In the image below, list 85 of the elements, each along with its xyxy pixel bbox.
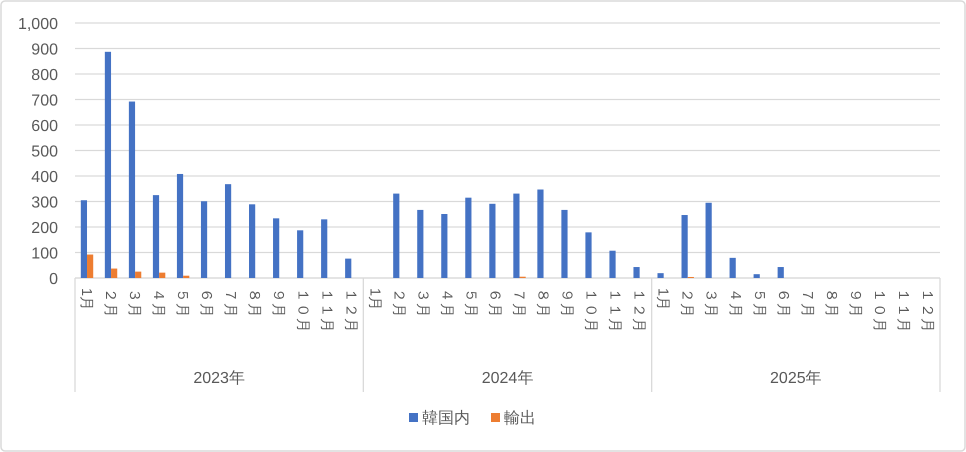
bar (80, 200, 88, 278)
x-tick-label: ４月 (726, 288, 743, 318)
text: 2025年 (770, 370, 822, 387)
x-tick-label: ３月 (414, 288, 430, 318)
x-tick-label: ７月 (222, 288, 238, 318)
bar (111, 268, 118, 278)
x-tick-label: １２月 (918, 288, 935, 333)
x-tick-label: ８月 (822, 288, 839, 318)
x-tick-label: １０月 (870, 288, 887, 333)
bar (465, 198, 472, 278)
x-tick-label: ５月 (174, 288, 190, 318)
bar (754, 274, 760, 278)
bar (345, 258, 352, 278)
x-tick-label: ９月 (846, 288, 863, 318)
y-tick-label: 900 (31, 42, 58, 58)
bar (152, 195, 160, 278)
x-tick-label: 1月 (78, 288, 94, 312)
y-tick-label: 600 (31, 118, 58, 135)
y-tick-label: 800 (31, 67, 58, 84)
bar (441, 214, 448, 278)
bar (561, 210, 568, 278)
bar (297, 230, 304, 278)
y-tick-label: 400 (31, 169, 58, 186)
x-tick-label: ６月 (486, 288, 502, 318)
bar (778, 267, 784, 278)
bar (87, 254, 94, 278)
x-tick-label: ９月 (558, 288, 575, 318)
y-tick-label: 0 (49, 271, 58, 288)
x-tick-label: １２月 (630, 288, 647, 333)
x-tick-label: ３月 (702, 288, 719, 318)
text: 2024年 (482, 370, 534, 387)
x-tick-label: ５月 (462, 288, 478, 318)
x-tick-label: ７月 (798, 288, 815, 318)
y-tick-label: 700 (31, 92, 58, 110)
bar (393, 194, 400, 278)
bar (321, 219, 328, 278)
bar (176, 174, 184, 278)
bar (273, 218, 280, 278)
y-tick-label: 300 (31, 194, 58, 212)
legend-label: 輸出 (504, 409, 536, 427)
x-tick-label: １０月 (294, 288, 310, 333)
bar (609, 250, 616, 278)
x-tick-label: １１月 (318, 288, 334, 333)
x-tick-label: 1月 (654, 288, 671, 312)
bar (135, 272, 142, 278)
x-tick-label: ４月 (438, 288, 454, 318)
bar (513, 194, 520, 278)
x-tick-label: ２月 (390, 288, 406, 318)
y-tick-label: 1,000 (18, 16, 58, 33)
x-tick-label: ７月 (510, 288, 527, 318)
bar (200, 201, 208, 278)
x-tick-label: ５月 (750, 288, 767, 318)
bar (706, 202, 712, 278)
x-tick-label: ９月 (270, 288, 286, 318)
x-tick-label: ６月 (198, 288, 214, 318)
text: 2023年 (193, 370, 245, 387)
legend-label: 韓国内 (422, 409, 470, 427)
x-tick-label: ６月 (774, 288, 791, 318)
bar (537, 190, 544, 278)
x-tick-label: １１月 (894, 288, 911, 333)
x-tick-label: １０月 (582, 288, 599, 333)
bar (585, 232, 592, 278)
y-tick-label: 500 (31, 144, 58, 160)
bar (128, 102, 136, 278)
x-tick-label: １１月 (606, 288, 623, 333)
x-tick-label: 1月 (366, 288, 382, 312)
x-tick-label: ３月 (126, 288, 142, 318)
x-tick-label: ２月 (102, 288, 118, 318)
bar (730, 258, 736, 278)
x-tick-label: ８月 (534, 288, 551, 318)
y-tick-label: 200 (31, 220, 58, 237)
x-tick-label: ８月 (246, 288, 262, 318)
bar (224, 184, 232, 278)
bar (682, 215, 688, 278)
y-tick-label: 100 (31, 246, 58, 262)
x-tick-label: ４月 (150, 288, 166, 318)
x-tick-label: １２月 (342, 288, 358, 333)
x-tick-label: ２月 (678, 288, 695, 318)
bar (249, 204, 256, 278)
bar (633, 267, 640, 278)
bar (159, 272, 166, 278)
bar (104, 52, 112, 278)
bar (489, 204, 496, 278)
bar (657, 273, 664, 278)
bar (417, 210, 424, 278)
